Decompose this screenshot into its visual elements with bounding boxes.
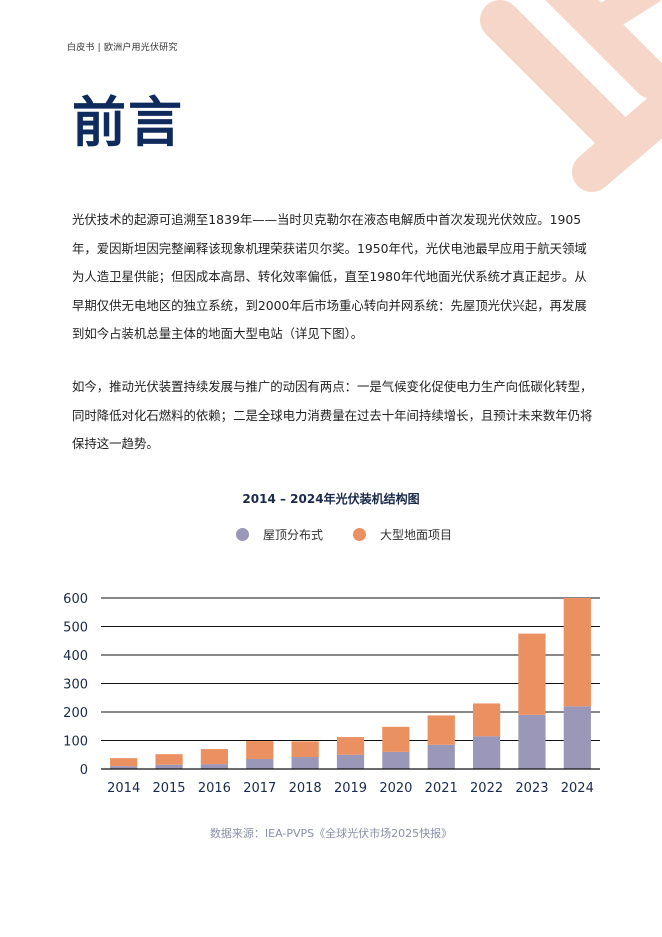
- bar-utility: [246, 741, 274, 760]
- y-tick-label: 400: [63, 649, 88, 664]
- bar-utility: [110, 758, 138, 767]
- bar-utility: [200, 749, 229, 765]
- y-tick-label: 0: [80, 763, 88, 778]
- x-tick-label: 2014: [107, 781, 140, 796]
- paragraph-text: 光伏技术的起源可追溯至1839年——当时贝克勒尔在液态电解质中首次发现光伏效应。…: [72, 212, 587, 341]
- x-tick-label: 2016: [198, 781, 231, 796]
- page-title: 前言: [72, 91, 184, 154]
- data-source-note: 数据来源：IEA-PVPS《全球光伏市场2025快报》: [209, 827, 453, 840]
- bar-utility: [518, 633, 546, 715]
- legend-label-utility: 大型地面项目: [380, 528, 453, 542]
- bar-rooftop: [518, 714, 546, 769]
- bar-utility: [472, 703, 501, 737]
- chart-legend: 屋顶分布式 大型地面项目: [236, 526, 482, 543]
- chart-title: 2014 – 2024年光伏装机结构图: [242, 492, 420, 506]
- x-tick-label: 2021: [425, 781, 458, 796]
- x-tick-label: 2017: [243, 781, 276, 796]
- bar-rooftop: [291, 757, 319, 769]
- y-tick-label: 200: [63, 706, 88, 721]
- bar-rooftop: [200, 764, 229, 769]
- y-tick-label: 600: [63, 592, 88, 607]
- bar-rooftop: [246, 759, 274, 769]
- document-header-label: 白皮书 | 欧洲户用光伏研究: [67, 43, 178, 53]
- x-tick-label: 2019: [334, 781, 367, 796]
- bar-rooftop: [336, 754, 365, 769]
- y-tick-label: 500: [63, 621, 88, 636]
- bar-rooftop: [472, 736, 501, 769]
- y-tick-label: 300: [63, 678, 88, 693]
- decorative-corner-shapes: [480, 0, 662, 192]
- legend-item-utility: 大型地面项目: [353, 526, 452, 543]
- bar-rooftop: [563, 706, 591, 769]
- paragraph-text: 如今，推动光伏装置持续发展与推广的动因有两点：一是气候变化促使电力生产向低碳化转…: [72, 379, 593, 451]
- bar-utility: [291, 741, 319, 758]
- bar-rooftop: [155, 764, 183, 769]
- y-tick-label: 100: [63, 735, 88, 750]
- stacked-bar-chart: 0 100 200 300 400 500 600 2014 2015 2016 2017 2018 2…: [63, 592, 600, 796]
- bar-utility: [427, 715, 455, 745]
- x-tick-label: 2022: [470, 781, 503, 796]
- deco-stripe: [480, 0, 632, 152]
- intro-paragraph: 光伏技术的起源可追溯至1839年——当时贝克勒尔在液态电解质中首次发现光伏效应。…: [72, 206, 597, 349]
- bar-utility: [563, 598, 591, 707]
- bar-utility: [382, 726, 410, 752]
- x-tick-label: 2015: [152, 781, 185, 796]
- legend-swatch-rooftop: [236, 528, 249, 541]
- drivers-paragraph: 如今，推动光伏装置持续发展与推广的动因有两点：一是气候变化促使电力生产向低碳化转…: [72, 373, 597, 459]
- bar-rooftop: [382, 751, 410, 769]
- x-tick-label: 2020: [379, 781, 412, 796]
- legend-swatch-utility: [353, 528, 367, 541]
- bar-utility: [155, 754, 183, 765]
- x-tick-label: 2023: [515, 781, 548, 796]
- x-tick-label: 2018: [289, 781, 322, 796]
- legend-item-rooftop: 屋顶分布式: [236, 526, 323, 543]
- bar-rooftop: [110, 766, 138, 769]
- bar-rooftop: [427, 744, 455, 769]
- deco-stripe: [587, 0, 662, 35]
- x-tick-label: 2024: [561, 781, 594, 796]
- legend-label-rooftop: 屋顶分布式: [263, 528, 324, 542]
- deco-stripe: [572, 92, 662, 192]
- bar-utility: [336, 737, 365, 755]
